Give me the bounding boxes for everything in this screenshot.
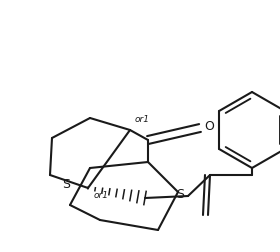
Text: S: S bbox=[62, 178, 70, 192]
Text: or1: or1 bbox=[135, 115, 150, 124]
Text: or1: or1 bbox=[94, 192, 109, 201]
Text: O: O bbox=[204, 120, 214, 134]
Text: S: S bbox=[176, 188, 184, 202]
